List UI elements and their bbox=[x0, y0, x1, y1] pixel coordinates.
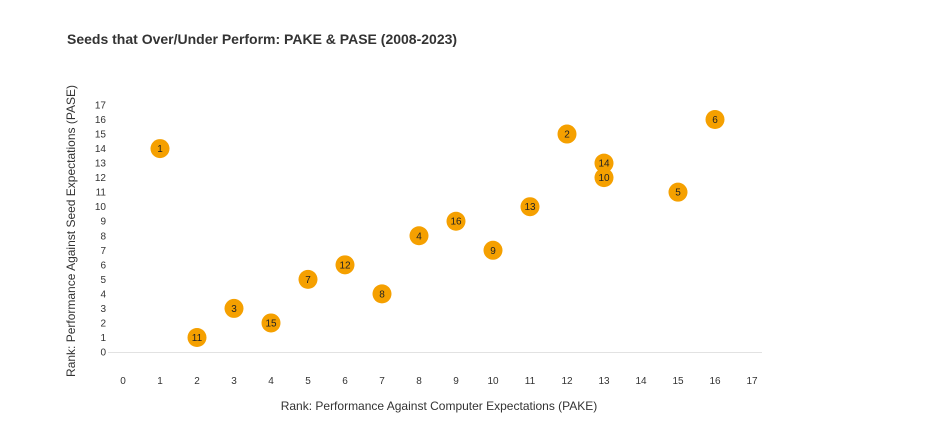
y-tick-label: 17 bbox=[95, 101, 107, 112]
chart-title: Seeds that Over/Under Perform: PAKE & PA… bbox=[67, 31, 458, 47]
x-tick-label: 9 bbox=[453, 376, 459, 387]
data-point-label: 1 bbox=[157, 144, 163, 155]
data-point-marker bbox=[668, 182, 688, 202]
x-tick-label: 14 bbox=[635, 376, 647, 387]
y-tick-label: 7 bbox=[100, 246, 106, 257]
y-axis-label: Rank: Performance Against Seed Expectati… bbox=[64, 85, 78, 377]
x-tick-label: 0 bbox=[120, 376, 126, 387]
data-point: 2 bbox=[557, 124, 577, 144]
y-tick-label: 6 bbox=[100, 260, 106, 271]
x-tick-label: 3 bbox=[231, 376, 237, 387]
x-tick-label: 6 bbox=[342, 376, 348, 387]
x-tick-label: 8 bbox=[416, 376, 422, 387]
data-point-label: 11 bbox=[192, 333, 203, 344]
data-point-label: 6 bbox=[712, 115, 718, 126]
data-point-marker bbox=[446, 211, 466, 231]
x-tick-label: 15 bbox=[672, 376, 684, 387]
y-tick-label: 3 bbox=[100, 304, 106, 315]
data-point: 5 bbox=[668, 182, 688, 202]
data-point: 10 bbox=[594, 168, 614, 188]
data-point-marker bbox=[298, 269, 318, 289]
data-point-label: 3 bbox=[231, 304, 237, 315]
data-point: 11 bbox=[187, 327, 207, 347]
data-point-marker bbox=[520, 197, 540, 217]
data-point: 6 bbox=[705, 110, 725, 130]
y-tick-label: 12 bbox=[95, 173, 107, 184]
data-point: 13 bbox=[520, 197, 540, 217]
x-tick-label: 1 bbox=[157, 376, 163, 387]
y-tick-label: 0 bbox=[100, 348, 106, 359]
x-tick-label: 11 bbox=[525, 376, 536, 387]
data-point-label: 9 bbox=[490, 246, 496, 257]
data-point: 14 bbox=[594, 153, 614, 173]
data-point-marker bbox=[557, 124, 577, 144]
data-point-marker bbox=[594, 168, 614, 188]
data-point: 1 bbox=[150, 139, 170, 159]
y-tick-label: 1 bbox=[100, 333, 106, 344]
y-tick-label: 9 bbox=[100, 217, 106, 228]
y-tick-label: 15 bbox=[95, 130, 107, 141]
data-point-marker bbox=[594, 153, 614, 173]
x-tick-label: 16 bbox=[709, 376, 721, 387]
data-point: 3 bbox=[224, 298, 244, 318]
y-tick-label: 16 bbox=[95, 115, 107, 126]
data-point-label: 7 bbox=[305, 275, 311, 286]
data-point-label: 13 bbox=[524, 202, 536, 213]
data-point-marker bbox=[261, 313, 281, 333]
x-tick-label: 17 bbox=[746, 376, 758, 387]
data-point-label: 16 bbox=[450, 217, 462, 228]
x-axis-ticks: 0 1 2 3 4 5 6 7 8 9 10 11 12 13 14 15 16 17 bbox=[120, 376, 758, 387]
data-point-label: 14 bbox=[598, 159, 610, 170]
x-tick-label: 4 bbox=[268, 376, 274, 387]
data-point-label: 10 bbox=[598, 173, 610, 184]
data-point-marker bbox=[409, 226, 429, 246]
y-tick-label: 8 bbox=[100, 231, 106, 242]
data-point-marker bbox=[224, 298, 244, 318]
x-tick-label: 7 bbox=[379, 376, 385, 387]
y-tick-label: 4 bbox=[100, 289, 106, 300]
data-point: 16 bbox=[446, 211, 466, 231]
data-point-marker bbox=[372, 284, 392, 304]
data-point: 7 bbox=[298, 269, 318, 289]
data-point: 4 bbox=[409, 226, 429, 246]
data-point: 15 bbox=[261, 313, 281, 333]
x-tick-label: 10 bbox=[487, 376, 499, 387]
data-point: 12 bbox=[335, 255, 355, 275]
y-tick-label: 10 bbox=[95, 202, 107, 213]
data-point-label: 5 bbox=[675, 188, 681, 199]
y-tick-label: 11 bbox=[96, 188, 107, 199]
data-point-marker bbox=[483, 240, 503, 260]
data-point-marker bbox=[187, 327, 207, 347]
data-point-marker bbox=[705, 110, 725, 130]
data-point-label: 4 bbox=[416, 231, 422, 242]
x-tick-label: 13 bbox=[598, 376, 610, 387]
x-tick-label: 12 bbox=[561, 376, 573, 387]
y-tick-label: 14 bbox=[95, 144, 107, 155]
data-point: 8 bbox=[372, 284, 392, 304]
y-tick-label: 5 bbox=[100, 275, 106, 286]
x-tick-label: 5 bbox=[305, 376, 311, 387]
data-point-label: 12 bbox=[339, 260, 351, 271]
y-tick-label: 2 bbox=[100, 318, 106, 329]
x-tick-label: 2 bbox=[194, 376, 200, 387]
data-point-label: 15 bbox=[265, 318, 277, 329]
y-tick-label: 13 bbox=[95, 159, 107, 170]
data-point: 9 bbox=[483, 240, 503, 260]
data-point-marker bbox=[150, 139, 170, 159]
data-point-label: 2 bbox=[564, 130, 570, 141]
data-point-marker bbox=[335, 255, 355, 275]
x-axis-label: Rank: Performance Against Computer Expec… bbox=[281, 399, 598, 413]
data-point-label: 8 bbox=[379, 289, 385, 300]
